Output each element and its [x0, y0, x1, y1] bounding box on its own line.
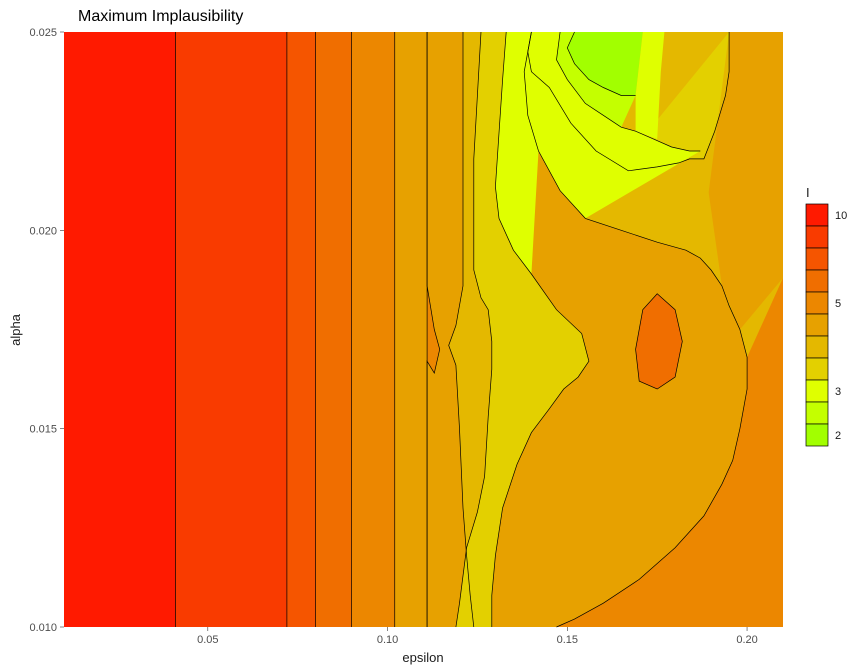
band-fill: [315, 32, 353, 627]
x-tick-label: 0.15: [557, 634, 578, 646]
region-fill: [491, 115, 748, 628]
region-fill: [524, 32, 701, 219]
legend-swatch: [805, 225, 829, 249]
band-fill: [286, 32, 317, 627]
legend-label: 5: [835, 298, 841, 310]
contour-line: [426, 32, 441, 627]
y-tick-label: 0.020: [29, 225, 57, 237]
region-fill: [703, 32, 783, 330]
x-tick-label: 0.20: [736, 634, 757, 646]
contour-line: [491, 31, 590, 627]
legend: I 10 5 3 2: [805, 185, 847, 447]
legend-label: 3: [835, 386, 841, 398]
legend-swatch: [805, 357, 829, 381]
legend-swatch: [805, 203, 829, 227]
band-fill: [64, 32, 176, 627]
x-axis-title: epsilon: [402, 650, 443, 665]
band-fill: [394, 32, 428, 627]
plot-panel: [64, 31, 783, 628]
legend-swatch: [805, 291, 829, 315]
x-tick-label: 0.05: [197, 634, 218, 646]
legend-label: 10: [835, 210, 847, 222]
band-fill: [175, 32, 288, 627]
legend-swatch: [805, 247, 829, 271]
x-axis: 0.05 0.10 0.15 0.20: [197, 627, 758, 646]
band-fill: [351, 32, 396, 627]
region-fill: [556, 32, 636, 128]
region-fill: [495, 32, 539, 274]
x-tick-label: 0.10: [377, 634, 398, 646]
y-tick-label: 0.025: [29, 27, 57, 39]
region-fill: [556, 277, 783, 627]
region-fill: [567, 32, 643, 96]
y-axis: 0.010 0.015 0.020 0.025: [29, 27, 64, 634]
contour-line: [523, 31, 748, 628]
legend-swatch: [805, 423, 829, 447]
region-fill: [635, 32, 665, 140]
legend-title: I: [806, 185, 810, 200]
y-tick-label: 0.015: [29, 424, 57, 436]
y-tick-label: 0.010: [29, 622, 57, 634]
contour-region: [635, 293, 683, 390]
region-fill: [455, 32, 589, 627]
legend-swatch: [805, 269, 829, 293]
legend-label: 2: [835, 430, 841, 442]
legend-swatch: [805, 335, 829, 359]
contour-line: [448, 32, 475, 628]
contour-line: [556, 31, 701, 152]
region-fill: [427, 32, 474, 627]
chart-title: Maximum Implausibility: [78, 8, 243, 25]
region-fill: [448, 32, 492, 627]
contour-line: [566, 31, 636, 96]
contour-line: [455, 31, 493, 628]
contour-line: [527, 31, 730, 172]
y-axis-title: alpha: [8, 313, 23, 346]
legend-swatch: [805, 401, 829, 425]
legend-swatch: [805, 379, 829, 403]
legend-swatch: [805, 313, 829, 337]
